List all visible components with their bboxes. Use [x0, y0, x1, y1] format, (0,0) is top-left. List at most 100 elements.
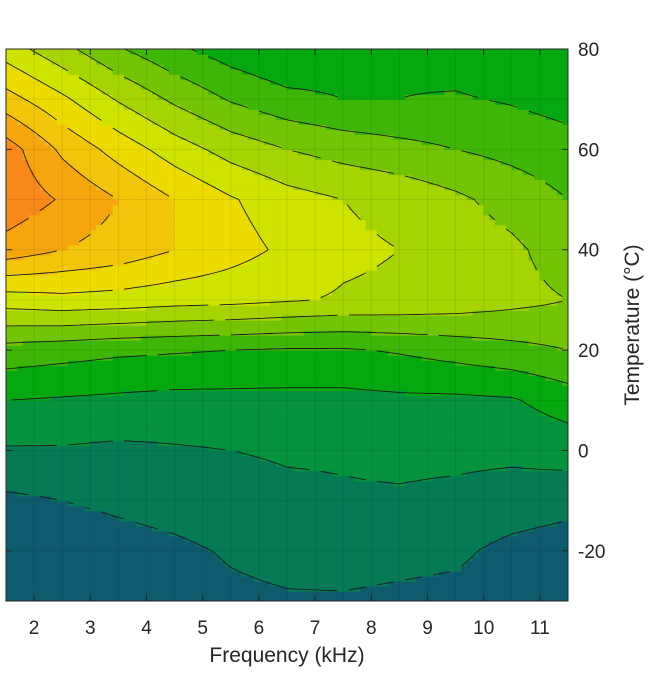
contour-cell [421, 500, 429, 507]
contour-cell [360, 470, 367, 477]
contour-cell [365, 390, 372, 396]
contour-cell [219, 355, 226, 361]
contour-cell [95, 355, 103, 361]
contour-cell [230, 550, 238, 557]
contour-cell [506, 575, 513, 582]
contour-cell [556, 430, 564, 437]
contour-cell [129, 545, 136, 552]
contour-cell [67, 590, 75, 597]
contour-cell [517, 435, 524, 442]
contour-cell [343, 360, 350, 366]
contour-cell [416, 460, 423, 467]
contour-cell [461, 565, 468, 572]
contour-cell [101, 480, 108, 487]
contour-cell [242, 560, 249, 567]
contour-cell [376, 505, 384, 512]
contour-cell [174, 575, 181, 582]
contour-cell [528, 410, 535, 417]
contour-cell [405, 465, 412, 472]
contour-cell [360, 375, 367, 381]
contour-cell [236, 575, 243, 582]
contour-cell [22, 580, 30, 587]
contour-cell [309, 455, 316, 462]
contour-cell [39, 590, 47, 597]
contour-cell [129, 440, 136, 447]
contour-cell [258, 440, 266, 447]
contour-cell [39, 565, 47, 572]
contour-cell [6, 405, 13, 412]
contour-cell [360, 480, 367, 487]
contour-cell [11, 465, 18, 472]
contour-cell [551, 420, 558, 427]
contour-cell [517, 575, 524, 582]
contour-cell [354, 460, 361, 467]
contour-cell [388, 390, 395, 396]
contour-cell [405, 410, 412, 417]
contour-cell [163, 540, 170, 547]
contour-cell [523, 560, 530, 567]
contour-cell [421, 460, 429, 467]
contour-cell [405, 520, 412, 527]
contour-cell [348, 495, 356, 502]
contour-cell [208, 410, 215, 417]
contour-cell [416, 555, 423, 562]
contour-cell [528, 445, 535, 452]
contour-cell [449, 420, 457, 427]
contour-cell [433, 405, 440, 412]
contour-cell [90, 440, 97, 447]
contour-cell [107, 440, 114, 447]
contour-cell [331, 395, 339, 401]
contour-cell [185, 460, 193, 467]
contour-cell [168, 370, 176, 376]
contour-cell [455, 530, 462, 537]
contour-cell [34, 440, 41, 447]
contour-cell [6, 415, 13, 422]
contour-cell [146, 475, 153, 482]
contour-cell [247, 560, 254, 567]
contour-cell [213, 460, 221, 467]
contour-cell [225, 560, 232, 567]
contour-cell [163, 580, 170, 587]
contour-cell [483, 435, 491, 442]
contour-cell [376, 545, 384, 552]
contour-cell [371, 475, 378, 482]
contour-cell [405, 405, 412, 412]
contour-cell [449, 370, 457, 376]
contour-cell [152, 415, 159, 422]
contour-cell [270, 400, 277, 406]
contour-cell [213, 490, 221, 497]
contour-cell [79, 585, 86, 592]
contour-cell [303, 490, 311, 497]
contour-cell [320, 555, 328, 562]
contour-cell [107, 390, 114, 396]
contour-cell [337, 365, 344, 371]
contour-cell [494, 580, 502, 587]
contour-cell [219, 375, 226, 381]
contour-cell [399, 520, 406, 527]
contour-cell [303, 350, 311, 356]
contour-cell [405, 540, 412, 547]
contour-cell [79, 540, 86, 547]
contour-cell [174, 430, 181, 437]
contour-cell [399, 570, 406, 577]
contour-cell [118, 360, 125, 366]
contour-cell [320, 365, 328, 371]
contour-cell [135, 435, 142, 442]
contour-cell [489, 545, 496, 552]
contour-cell [270, 425, 277, 432]
contour-cell [287, 550, 294, 557]
contour-cell [466, 460, 474, 467]
contour-cell [478, 380, 485, 386]
contour-cell [438, 375, 446, 381]
contour-cell [438, 590, 446, 597]
contour-cell [528, 425, 535, 432]
contour-cell [258, 410, 266, 417]
contour-cell [562, 470, 568, 477]
contour-cell [281, 375, 288, 381]
contour-cell [562, 390, 568, 396]
contour-cell [292, 550, 299, 557]
contour-cell [489, 505, 496, 512]
contour-cell [382, 360, 389, 366]
contour-cell [421, 595, 429, 601]
contour-cell [168, 415, 176, 422]
